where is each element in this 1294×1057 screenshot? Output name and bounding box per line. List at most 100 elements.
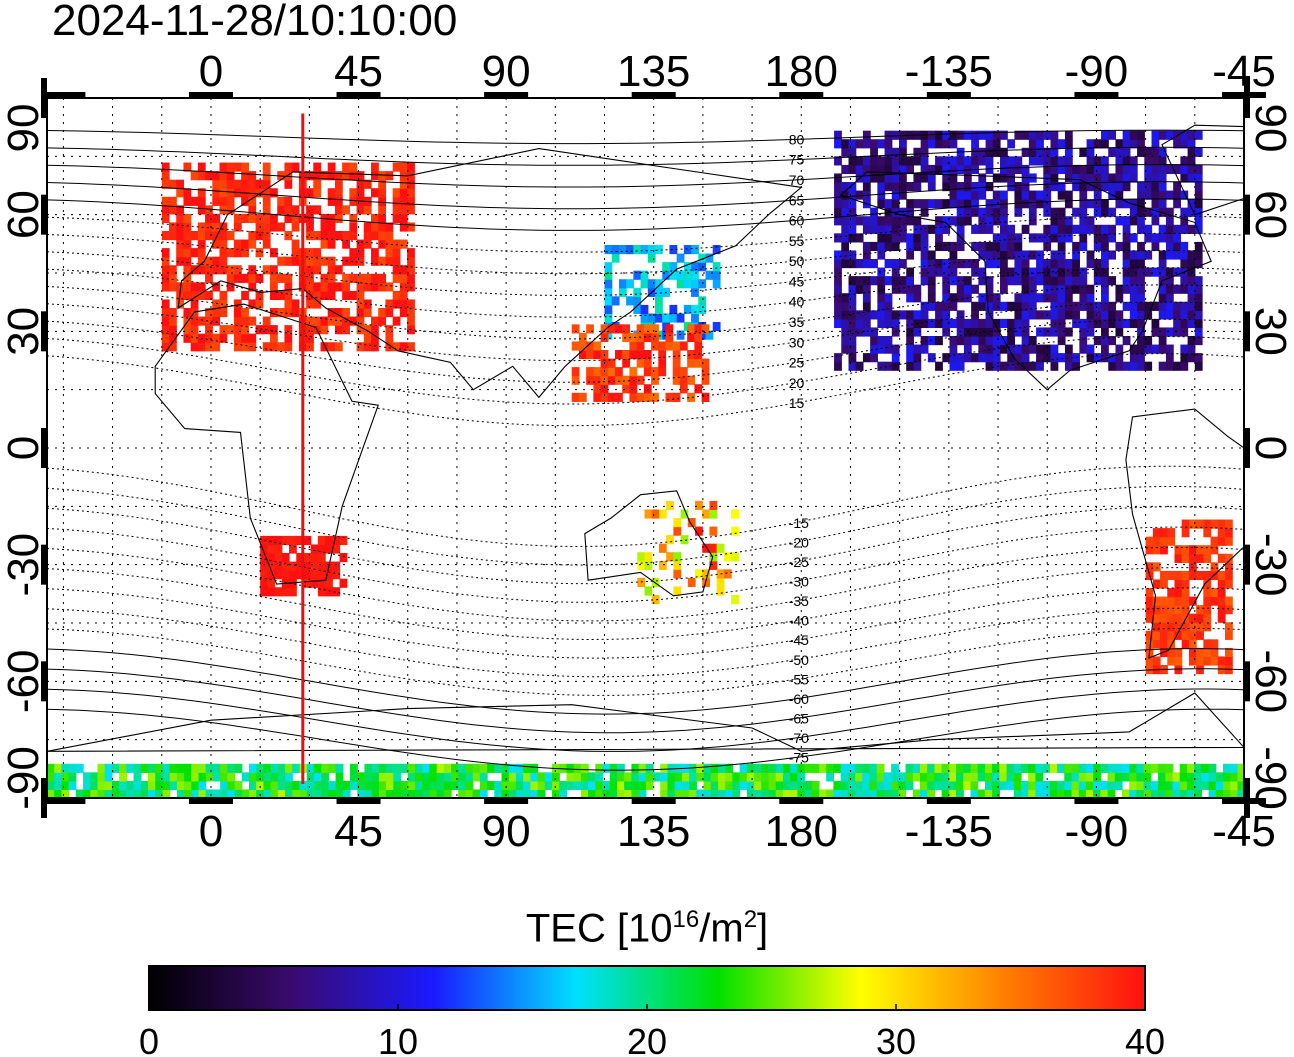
tec-cell <box>761 780 770 791</box>
tec-cell <box>848 353 857 363</box>
tec-cell <box>948 772 957 782</box>
tec-cell <box>595 789 604 798</box>
tec-cell <box>927 301 936 311</box>
tec-cell <box>841 199 850 209</box>
tec-cell <box>877 344 886 354</box>
tec-cell <box>1028 233 1037 243</box>
tec-cell <box>1145 536 1154 546</box>
contour-line <box>47 284 1244 340</box>
tec-cell <box>942 310 951 320</box>
tec-cell <box>176 772 185 782</box>
tec-cell <box>602 763 611 773</box>
tec-cell <box>1078 763 1087 773</box>
tec-cell <box>68 780 77 791</box>
tec-cell <box>378 780 387 791</box>
tec-cell <box>1167 630 1176 640</box>
tec-cell <box>334 316 343 326</box>
tec-cell <box>1079 216 1088 226</box>
tec-cell <box>978 318 987 329</box>
tec-cell <box>611 253 620 263</box>
tec-cell <box>284 299 293 309</box>
tec-cell <box>399 188 408 198</box>
tec-cell <box>1093 139 1102 149</box>
tec-cell <box>956 276 965 286</box>
tec-cell <box>339 578 348 588</box>
tec-cell <box>971 139 979 149</box>
tec-cell <box>1203 553 1212 563</box>
tec-cell <box>226 248 235 258</box>
tec-cell <box>723 552 732 562</box>
tec-cell <box>1101 250 1109 260</box>
tec-cell <box>544 780 553 791</box>
tec-cell <box>284 282 293 292</box>
tec-cell <box>306 231 314 241</box>
tec-cell <box>804 789 813 798</box>
tec-cell <box>241 342 249 352</box>
axis-tick-mark <box>1074 798 1119 804</box>
tec-cell <box>1143 789 1152 798</box>
tec-cell <box>1115 173 1124 183</box>
tec-cell <box>1196 613 1204 623</box>
tec-cell <box>687 350 695 360</box>
contour-line <box>47 526 1244 603</box>
tec-cell <box>870 156 878 166</box>
tec-cell <box>111 763 120 773</box>
tec-cell <box>877 164 886 175</box>
tec-cell <box>891 156 900 166</box>
tec-cell <box>407 205 415 215</box>
tec-cell <box>942 156 951 166</box>
tec-cell <box>289 570 297 580</box>
tec-cell <box>848 216 857 226</box>
tec-cell <box>212 196 221 206</box>
tec-cell <box>673 518 682 528</box>
tec-cell <box>1064 327 1073 337</box>
tec-cell <box>616 780 625 791</box>
tec-cell <box>248 282 257 292</box>
tec-cell <box>205 316 213 326</box>
tec-cell <box>701 324 710 334</box>
tec-cell <box>971 207 979 217</box>
tec-cell <box>1115 190 1124 200</box>
map-grid <box>47 98 1244 798</box>
tec-cell <box>658 560 667 570</box>
tec-cell <box>1007 336 1016 346</box>
tec-cell <box>1151 301 1160 311</box>
tec-cell <box>306 265 314 275</box>
tec-cell <box>1180 224 1189 234</box>
tec-cell <box>999 772 1008 782</box>
contour-label: -60 <box>789 691 809 707</box>
tec-cell <box>1167 528 1176 538</box>
tec-cell <box>1150 789 1159 798</box>
tec-cell <box>604 287 613 297</box>
tec-cell <box>1165 250 1174 260</box>
tec-cell <box>992 250 1001 260</box>
tec-cell <box>248 205 257 215</box>
tec-cell <box>1108 224 1117 234</box>
tec-cell <box>342 290 350 301</box>
tec-cell <box>1129 130 1138 140</box>
tec-cell <box>1194 250 1203 260</box>
tec-cell <box>162 763 171 773</box>
tec-cell <box>559 780 568 791</box>
tec-cell <box>68 763 77 773</box>
tec-cell <box>371 188 379 198</box>
tec-cell <box>1050 156 1059 166</box>
tec-cell <box>197 248 206 258</box>
tec-cell <box>241 273 249 283</box>
tec-cell <box>249 763 257 773</box>
tec-cell <box>906 164 915 175</box>
tec-cell <box>1187 310 1196 320</box>
tec-cell <box>169 772 178 782</box>
tec-cell <box>691 270 699 280</box>
tec-cell <box>212 231 221 241</box>
tec-cell <box>1079 224 1088 234</box>
tec-cell <box>334 171 343 181</box>
tec-cell <box>624 772 632 782</box>
tec-cell <box>883 772 892 782</box>
tec-cell <box>385 325 394 335</box>
tec-cell <box>399 196 408 206</box>
tec-cell <box>399 308 408 318</box>
tec-cell <box>1101 327 1109 337</box>
tec-cell <box>190 299 199 309</box>
tec-cell <box>262 342 271 352</box>
